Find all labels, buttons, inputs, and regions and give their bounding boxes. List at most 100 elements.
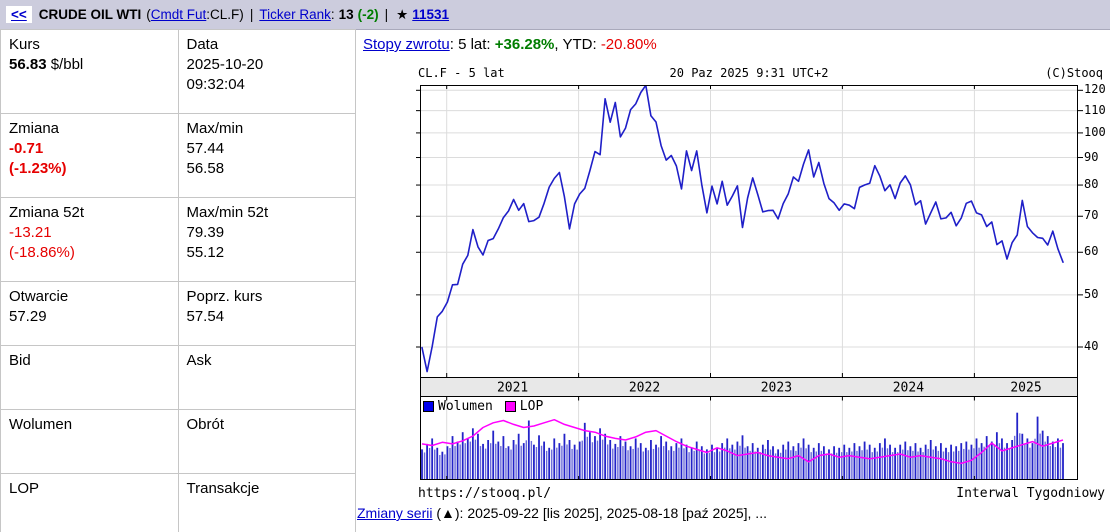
wolumen-label: Wolumen [9, 416, 73, 433]
zmiana52-percent: (-18.86%) [9, 244, 75, 261]
kurs-value: 56.83 [9, 56, 47, 73]
svg-text:2022: 2022 [629, 381, 660, 396]
transakcje-label: Transakcje [186, 480, 260, 497]
poprz-label: Poprz. kurs [186, 288, 263, 305]
returns-line: Stopy zwrotu: 5 lat: +36.28%, YTD: -20.8… [363, 36, 657, 53]
cell-ask: Ask [177, 345, 356, 410]
lop-label: LOP [9, 480, 40, 497]
ask-label: Ask [186, 352, 212, 369]
kurs-unit: $/bbl [50, 56, 84, 73]
price-volume-chart: 2021 2022 2023 2024 2025 [416, 85, 1083, 480]
table-row: Otwarcie 57.29 Poprz. kurs 57.54 [0, 281, 356, 346]
kurs-label: Kurs [9, 36, 40, 53]
data-label: Data [186, 36, 219, 53]
y-axis-tick-label: 90 [1084, 149, 1099, 164]
cell-transakcje: Transakcje [177, 473, 356, 532]
maxmin-max: 57.44 [186, 140, 225, 157]
y-axis-tick-label: 100 [1084, 124, 1106, 139]
ticker-symbol: :CL.F) [206, 7, 244, 22]
zmiana52-value: -13.21 [9, 224, 52, 241]
returns-comma: , [554, 36, 563, 53]
rank-value: 13 [338, 7, 354, 22]
chart-interval-label: Interwal Tygodniowy [956, 486, 1105, 501]
data-time: 09:32:04 [186, 76, 245, 93]
cell-lop: LOP [0, 473, 179, 532]
returns-ytd-value: -20.80% [600, 36, 657, 53]
maxmin-min: 56.58 [186, 160, 225, 177]
cell-kurs: Kurs 56.83 $/bbl [0, 29, 179, 114]
cell-zmiana: Zmiana -0.71 (-1.23%) [0, 113, 179, 198]
cell-obrot: Obrót [177, 409, 356, 474]
legend-wolumen-label: Wolumen [438, 399, 493, 414]
rank-colon: : [330, 7, 335, 22]
legend-lop-label: LOP [519, 399, 544, 414]
chart-timestamp: 20 Paz 2025 9:31 UTC+2 [669, 66, 829, 80]
chart-title: CL.F - 5 lat [418, 66, 505, 80]
favorites-count-link[interactable]: 11531 [412, 7, 450, 22]
cell-zmiana52: Zmiana 52t -13.21 (-18.86%) [0, 197, 179, 282]
y-axis-tick-label: 120 [1084, 82, 1106, 97]
svg-text:2025: 2025 [1010, 381, 1041, 396]
ticker-rank-link[interactable]: Ticker Rank [259, 7, 331, 22]
y-axis-tick-label: 60 [1084, 244, 1099, 259]
y-axis-tick-label: 80 [1084, 177, 1099, 192]
y-axis-tick-label: 50 [1084, 286, 1099, 301]
returns-ytd-label: YTD: [562, 36, 601, 53]
chart-legend: Wolumen LOP [423, 399, 555, 414]
top-bar: << CRUDE OIL WTI (Cmdt Fut:CL.F) | Ticke… [0, 0, 1110, 30]
series-changes-text: (▲): 2025-09-22 [lis 2025], 2025-08-18 [… [432, 505, 767, 521]
returns-colon: : [449, 36, 459, 53]
y-axis-tick-label: 110 [1084, 102, 1106, 117]
quote-table: Kurs 56.83 $/bbl Data 2025-10-20 09:32:0… [0, 29, 356, 532]
zmiana-value: -0.71 [9, 140, 44, 157]
otwarcie-value: 57.29 [9, 308, 47, 325]
legend-item-lop: LOP [504, 399, 544, 414]
series-changes-note: Zmiany serii (▲): 2025-09-22 [lis 2025],… [357, 505, 767, 521]
otwarcie-label: Otwarcie [9, 288, 69, 305]
table-row: Wolumen Obrót [0, 409, 356, 474]
obrot-label: Obrót [186, 416, 225, 433]
instrument-title: CRUDE OIL WTI [38, 7, 142, 22]
returns-5y-label: 5 lat: [458, 36, 495, 53]
maxmin52-min: 55.12 [186, 244, 225, 261]
separator: | [249, 7, 254, 22]
cell-poprz-kurs: Poprz. kurs 57.54 [177, 281, 356, 346]
zmiana52-label: Zmiana 52t [9, 204, 85, 221]
rank-change: (-2) [357, 7, 379, 22]
chart-copyright: (C)Stooq [1045, 66, 1103, 80]
lop-swatch-icon [504, 401, 516, 412]
table-row: Zmiana -0.71 (-1.23%) Max/min 57.44 56.5… [0, 113, 356, 198]
wolumen-swatch-icon [423, 401, 434, 412]
cell-wolumen: Wolumen [0, 409, 179, 474]
cell-bid: Bid [0, 345, 179, 410]
zmiana-percent: (-1.23%) [9, 160, 67, 177]
table-row: LOP Transakcje [0, 473, 356, 532]
cell-maxmin: Max/min 57.44 56.58 [177, 113, 356, 198]
y-axis-tick-label: 70 [1084, 208, 1099, 223]
separator: | [384, 7, 389, 22]
cell-otwarcie: Otwarcie 57.29 [0, 281, 179, 346]
poprz-value: 57.54 [186, 308, 225, 325]
maxmin52-label: Max/min 52t [186, 204, 269, 221]
maxmin52-max: 79.39 [186, 224, 225, 241]
svg-text:2023: 2023 [761, 381, 792, 396]
svg-text:2021: 2021 [497, 381, 528, 396]
zmiana-label: Zmiana [9, 120, 60, 137]
cell-data: Data 2025-10-20 09:32:04 [177, 29, 356, 114]
zmiany-serii-link[interactable]: Zmiany serii [357, 505, 433, 521]
table-row: Kurs 56.83 $/bbl Data 2025-10-20 09:32:0… [0, 29, 356, 114]
returns-5y-value: +36.28% [494, 36, 555, 53]
market-link[interactable]: Cmdt Fut [150, 7, 207, 22]
table-row: Zmiana 52t -13.21 (-18.86%) Max/min 52t … [0, 197, 356, 282]
stopy-zwrotu-link[interactable]: Stopy zwrotu [363, 36, 450, 53]
market-paren: ( [146, 7, 151, 22]
cell-maxmin52: Max/min 52t 79.39 55.12 [177, 197, 356, 282]
y-axis-tick-label: 40 [1084, 339, 1099, 353]
legend-item-wolumen: Wolumen [423, 399, 493, 414]
star-icon: ★ [396, 6, 409, 22]
data-date: 2025-10-20 [186, 56, 264, 73]
chart-source-url: https://stooq.pl/ [418, 486, 552, 501]
back-link[interactable]: << [6, 6, 32, 23]
svg-text:2024: 2024 [893, 381, 924, 396]
